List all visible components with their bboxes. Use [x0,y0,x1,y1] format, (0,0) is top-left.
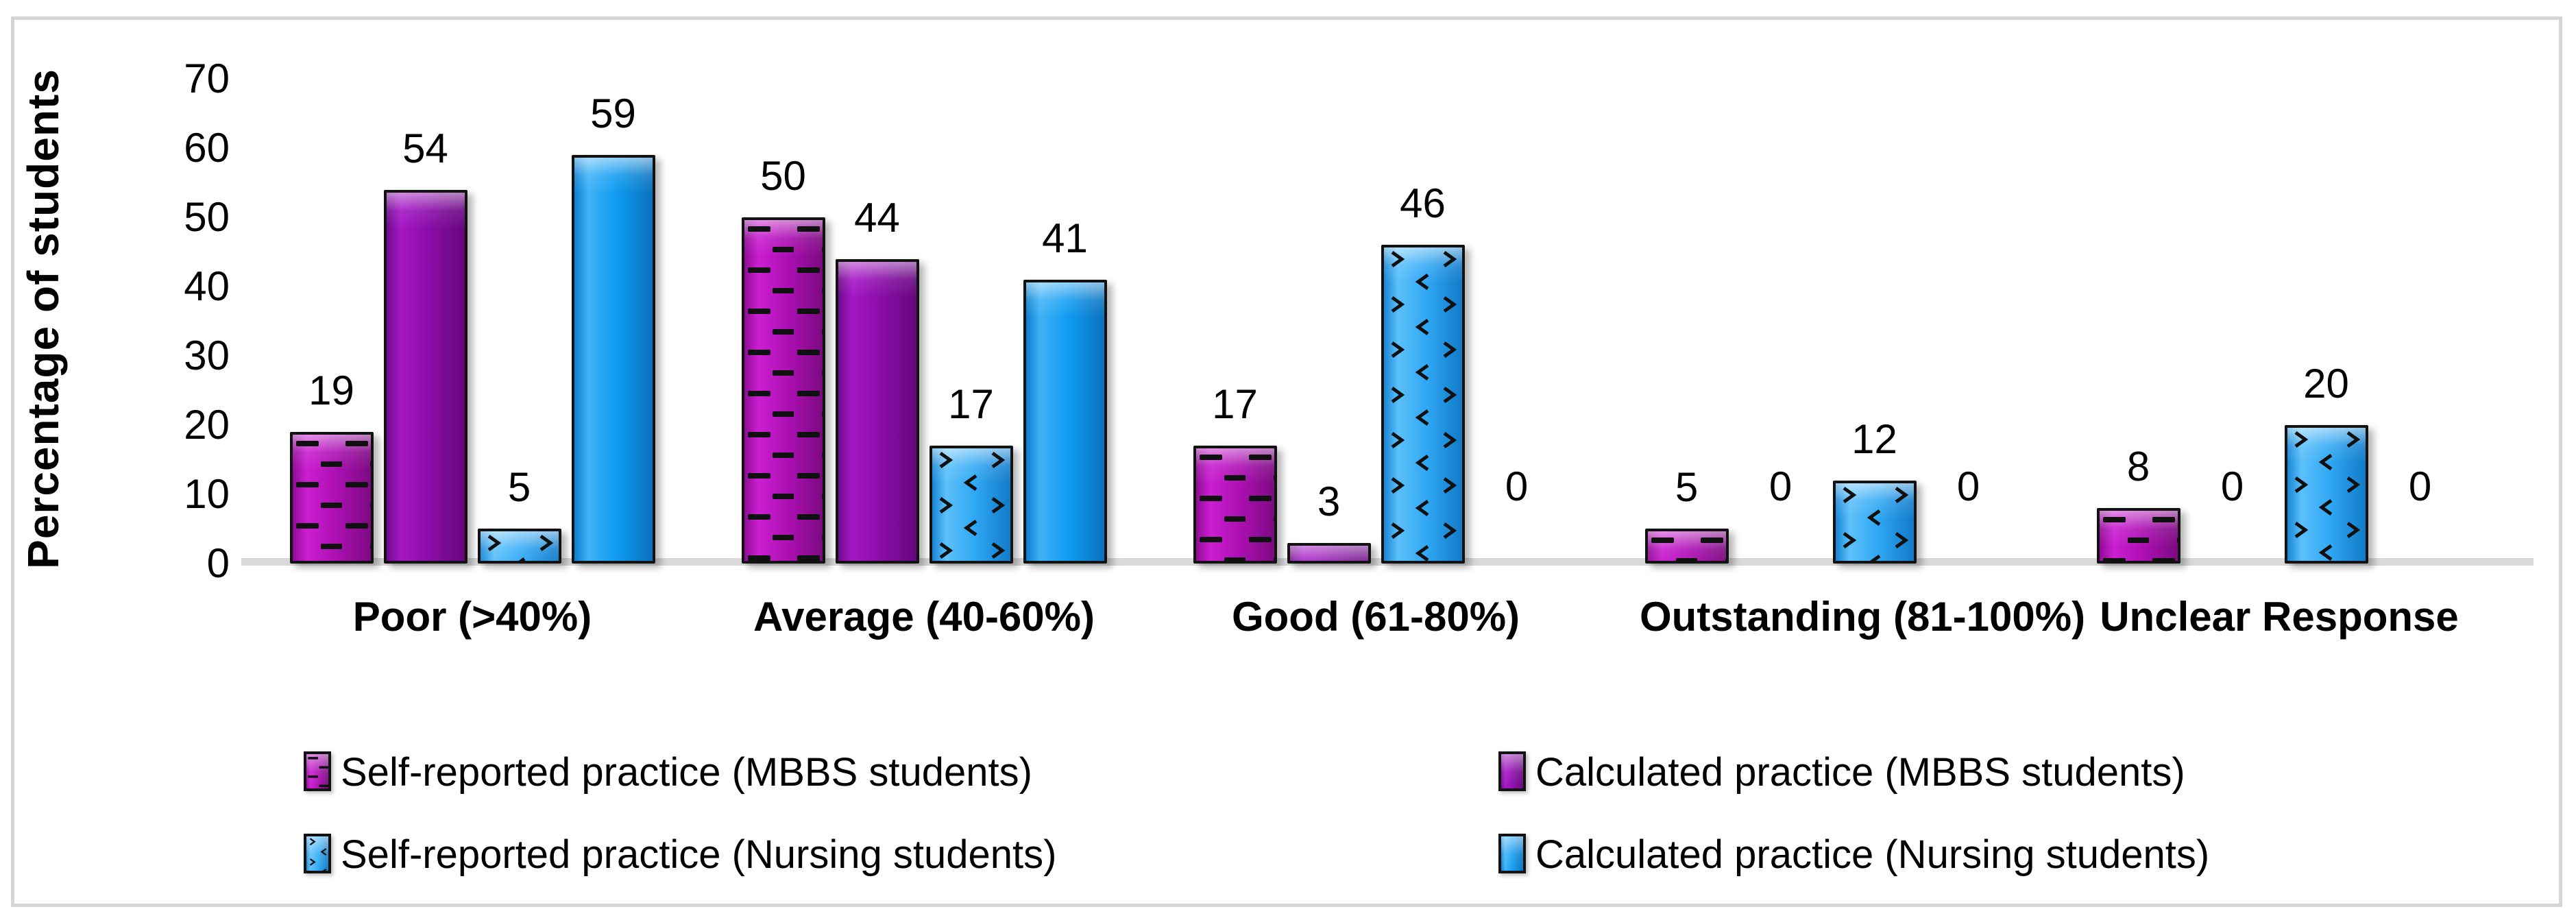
y-tick-label-70: 70 [184,56,230,101]
value-label: 19 [308,367,354,413]
legend-label-1: Self-reported practice (MBBS students) [341,750,1032,795]
y-axis-title: Percentage of students [19,69,68,569]
value-label: 3 [1317,479,1341,524]
value-label: 0 [1769,463,1793,509]
category-label-4: Outstanding (81-100%) [1640,594,2086,640]
value-label: 41 [1042,215,1088,261]
bar-3-Good (61-80%) [1381,245,1465,564]
category-label-3: Good (61-80%) [1231,594,1520,640]
category-label-2: Average (40-60%) [753,594,1095,640]
value-label: 59 [590,90,636,136]
y-tick-label-40: 40 [184,263,230,309]
bar-2-Average (40-60%) [835,259,919,564]
y-tick-label-0: 0 [206,540,230,586]
value-label: 5 [507,464,531,510]
value-label: 0 [2220,463,2244,509]
value-label: 50 [760,153,806,199]
y-tick-label-10: 10 [184,471,230,517]
value-label: 8 [2126,444,2150,490]
bar-1-Average (40-60%) [741,217,825,564]
value-label: 20 [2303,361,2349,407]
legend-swatch-3 [304,834,331,873]
bar-4-Poor (>40%) [571,155,655,564]
bar-2-Good (61-80%) [1287,543,1371,564]
value-label: 54 [402,125,448,171]
y-tick-label-50: 50 [184,194,230,240]
legend-swatch-1 [304,751,331,791]
legend-label-3: Self-reported practice (Nursing students… [341,832,1057,877]
bar-3-Outstanding (81-100%) [1832,481,1917,564]
category-label-1: Poor (>40%) [352,594,592,640]
y-tick-label-20: 20 [184,402,230,448]
bar-1-Outstanding (81-100%) [1644,529,1729,564]
y-tick-label-30: 30 [184,333,230,378]
legend-swatch-2 [1498,751,1526,791]
value-label: 44 [854,195,900,241]
bar-1-Good (61-80%) [1193,446,1277,564]
legend-swatch-4 [1498,834,1526,873]
category-label-5: Unclear Response [2100,594,2459,640]
value-label: 17 [1212,381,1258,427]
bar-1-Unclear Response [2096,508,2180,564]
chart-frame [11,16,2562,907]
bar-1-Poor (>40%) [289,432,374,564]
legend-label-2: Calculated practice (MBBS students) [1535,750,2185,795]
value-label: 5 [1675,464,1699,510]
bar-3-Unclear Response [2284,425,2368,564]
legend-label-4: Calculated practice (Nursing students) [1535,832,2210,877]
bar-2-Poor (>40%) [383,190,467,564]
y-tick-label-60: 60 [184,125,230,171]
value-label: 12 [1851,416,1897,462]
value-label: 17 [948,381,994,427]
value-label: 0 [2408,463,2432,509]
bar-4-Average (40-60%) [1023,280,1107,564]
bar-3-Average (40-60%) [929,446,1013,564]
value-label: 46 [1400,180,1446,226]
value-label: 0 [1505,463,1529,509]
bar-3-Poor (>40%) [477,529,561,564]
value-label: 0 [1956,463,1980,509]
